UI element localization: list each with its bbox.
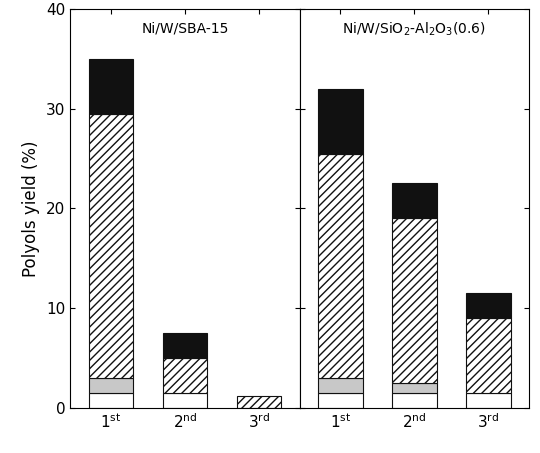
Bar bbox=[466, 393, 511, 408]
Bar bbox=[466, 318, 511, 393]
Bar bbox=[237, 396, 281, 408]
Text: Ni/W/SiO$_2$-Al$_2$O$_3$(0.6): Ni/W/SiO$_2$-Al$_2$O$_3$(0.6) bbox=[342, 21, 487, 39]
Bar bbox=[318, 378, 363, 393]
Bar bbox=[89, 393, 133, 408]
Bar bbox=[163, 358, 207, 393]
Bar bbox=[392, 393, 437, 408]
Bar bbox=[89, 59, 133, 114]
Bar bbox=[89, 378, 133, 393]
Bar bbox=[392, 218, 437, 383]
Y-axis label: Polyols yield (%): Polyols yield (%) bbox=[22, 140, 40, 277]
Text: Ni/W/SBA-15: Ni/W/SBA-15 bbox=[141, 21, 228, 35]
Bar bbox=[163, 393, 207, 408]
Bar bbox=[392, 183, 437, 218]
Bar bbox=[89, 114, 133, 378]
Bar bbox=[466, 293, 511, 318]
Bar bbox=[318, 154, 363, 378]
Bar bbox=[163, 333, 207, 358]
Bar bbox=[318, 393, 363, 408]
Bar bbox=[318, 89, 363, 154]
Bar bbox=[392, 383, 437, 393]
